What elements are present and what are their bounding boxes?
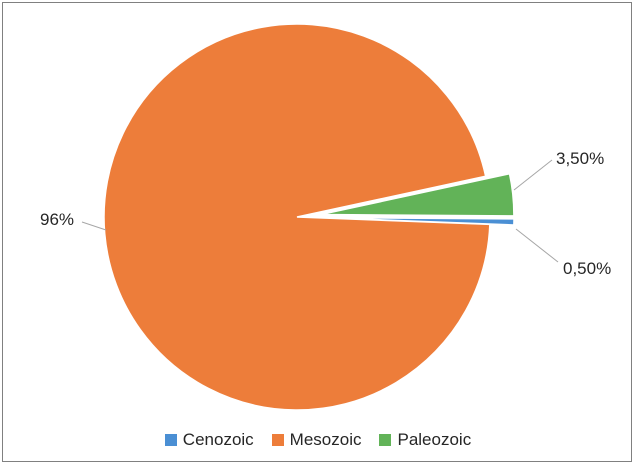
legend-item-cenozoic: Cenozoic xyxy=(164,430,254,450)
legend-swatch-paleozoic xyxy=(379,434,392,446)
pie-slices xyxy=(103,23,515,411)
data-labels: 96% 3,50% 0,50% xyxy=(40,149,611,278)
legend-swatch-cenozoic xyxy=(164,434,177,446)
legend: Cenozoic Mesozoic Paleozoic xyxy=(0,430,636,450)
legend-label-mesozoic: Mesozoic xyxy=(289,430,362,449)
pie-slice-cenozoic xyxy=(320,216,515,226)
data-label-mesozoic: 96% xyxy=(40,210,74,229)
legend-item-mesozoic: Mesozoic xyxy=(271,430,362,450)
leader-line-paleozoic xyxy=(513,159,553,191)
data-label-paleozoic: 3,50% xyxy=(556,149,604,168)
legend-item-paleozoic: Paleozoic xyxy=(379,430,471,450)
legend-swatch-mesozoic xyxy=(271,434,284,446)
legend-label-paleozoic: Paleozoic xyxy=(397,430,472,449)
data-label-cenozoic: 0,50% xyxy=(563,259,611,278)
pie-slice-mesozoic xyxy=(103,23,491,411)
leader-line-cenozoic xyxy=(515,228,559,263)
leader-lines xyxy=(81,159,559,263)
pie-slice-paleozoic xyxy=(320,172,515,217)
legend-label-cenozoic: Cenozoic xyxy=(182,430,254,449)
leader-line-mesozoic xyxy=(81,221,107,231)
